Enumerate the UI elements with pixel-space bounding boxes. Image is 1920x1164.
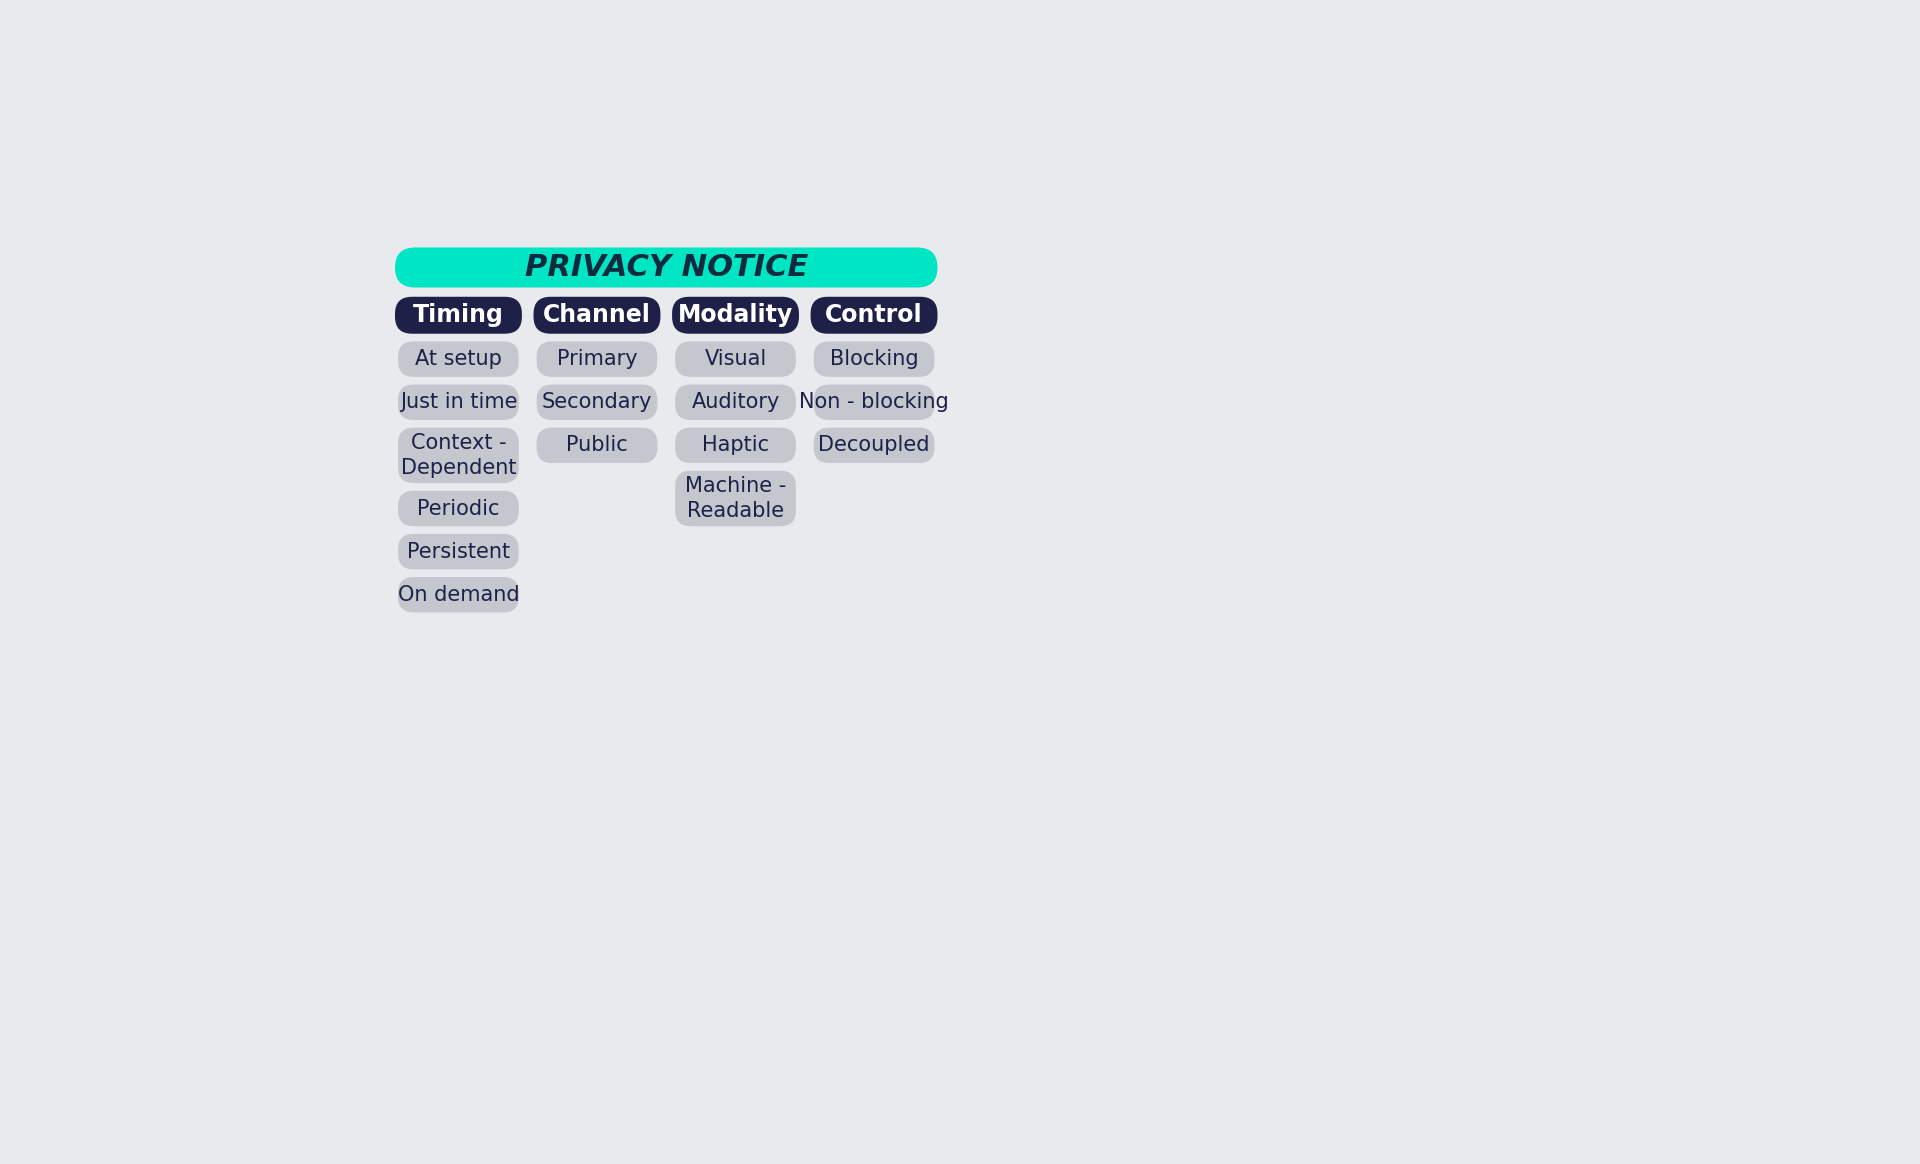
FancyBboxPatch shape xyxy=(810,297,937,334)
Text: Blocking: Blocking xyxy=(829,349,918,369)
FancyBboxPatch shape xyxy=(814,384,935,420)
Text: Auditory: Auditory xyxy=(691,392,780,412)
Text: Decoupled: Decoupled xyxy=(818,435,929,455)
Text: Control: Control xyxy=(826,304,924,327)
Text: Primary: Primary xyxy=(557,349,637,369)
Text: Periodic: Periodic xyxy=(417,498,499,518)
FancyBboxPatch shape xyxy=(534,297,660,334)
FancyBboxPatch shape xyxy=(676,427,797,463)
Text: Non - blocking: Non - blocking xyxy=(799,392,948,412)
Text: Persistent: Persistent xyxy=(407,541,511,562)
FancyBboxPatch shape xyxy=(396,297,522,334)
FancyBboxPatch shape xyxy=(397,384,518,420)
FancyBboxPatch shape xyxy=(397,491,518,526)
FancyBboxPatch shape xyxy=(397,534,518,569)
FancyBboxPatch shape xyxy=(814,427,935,463)
FancyBboxPatch shape xyxy=(397,577,518,612)
Text: On demand: On demand xyxy=(397,584,518,605)
FancyBboxPatch shape xyxy=(814,341,935,377)
FancyBboxPatch shape xyxy=(536,384,657,420)
FancyBboxPatch shape xyxy=(536,341,657,377)
Text: Public: Public xyxy=(566,435,628,455)
Text: Secondary: Secondary xyxy=(541,392,653,412)
FancyBboxPatch shape xyxy=(397,341,518,377)
FancyBboxPatch shape xyxy=(397,427,518,483)
FancyBboxPatch shape xyxy=(676,384,797,420)
Text: PRIVACY NOTICE: PRIVACY NOTICE xyxy=(524,253,808,282)
FancyBboxPatch shape xyxy=(676,341,797,377)
Text: Context -
Dependent: Context - Dependent xyxy=(401,433,516,477)
FancyBboxPatch shape xyxy=(676,470,797,526)
FancyBboxPatch shape xyxy=(396,248,937,288)
Text: Timing: Timing xyxy=(413,304,503,327)
FancyBboxPatch shape xyxy=(536,427,657,463)
Text: Visual: Visual xyxy=(705,349,766,369)
Text: Haptic: Haptic xyxy=(703,435,770,455)
Text: Channel: Channel xyxy=(543,304,651,327)
Text: Machine -
Readable: Machine - Readable xyxy=(685,476,785,521)
FancyBboxPatch shape xyxy=(672,297,799,334)
Text: At setup: At setup xyxy=(415,349,501,369)
Text: Just in time: Just in time xyxy=(399,392,516,412)
Text: Modality: Modality xyxy=(678,304,793,327)
